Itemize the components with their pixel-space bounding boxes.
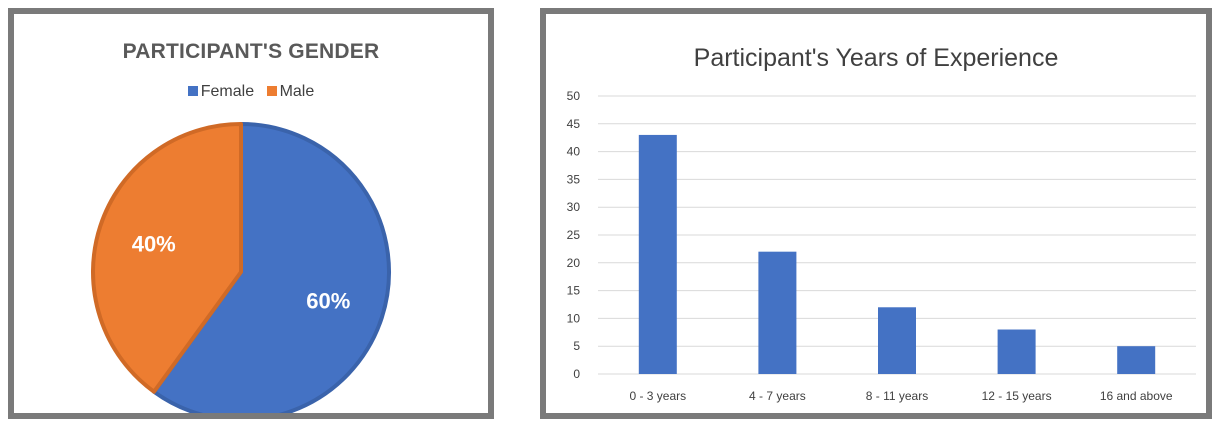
y-tick-label: 5 (573, 339, 580, 353)
legend-swatch-female (187, 86, 198, 96)
pie-plot-area: 60% 40% (91, 122, 391, 413)
x-tick-label: 0 - 3 years (629, 389, 686, 403)
y-tick-label: 35 (567, 172, 581, 186)
bar-1 (638, 134, 677, 374)
bar-5 (1117, 346, 1156, 374)
pie-data-label-female: 60% (306, 288, 350, 313)
y-tick-label: 0 (573, 367, 580, 381)
legend-item-female: Female (187, 83, 255, 101)
bar-plot-area: 0 5 10 15 20 25 30 35 40 45 50 0 - 3 years 4 - 7 yea… (567, 89, 1196, 403)
legend-item-male: Male (266, 83, 315, 101)
pie-slice-male (91, 122, 243, 394)
experience-bar-chart: Participant's Years of Experience 0 5 10 15… (540, 8, 1212, 419)
x-tick-label: 4 - 7 years (749, 389, 806, 403)
legend-label-female: Female (200, 83, 255, 100)
pie-legend: Female Male (14, 83, 488, 101)
bar-4 (997, 329, 1036, 374)
pie-data-label-male: 40% (132, 232, 176, 257)
legend-swatch-male (266, 86, 277, 96)
x-tick-label: 16 and above (1100, 389, 1173, 403)
legend-label-male: Male (279, 83, 315, 100)
bar-3 (878, 307, 916, 374)
y-tick-label: 40 (567, 145, 581, 159)
gender-pie-chart: PARTICIPANT'S GENDER Female Male 60% 40% (8, 8, 494, 419)
y-tick-label: 50 (567, 89, 581, 103)
pie-chart-title: PARTICIPANT'S GENDER (122, 40, 380, 63)
x-tick-label: 8 - 11 years (866, 389, 928, 403)
y-tick-label: 10 (567, 311, 581, 325)
y-tick-label: 15 (567, 284, 581, 298)
pie-slice-female (152, 122, 391, 413)
y-tick-label: 20 (567, 256, 581, 270)
bar-2 (758, 251, 797, 374)
x-tick-label: 12 - 15 years (982, 389, 1052, 403)
y-tick-label: 30 (567, 200, 581, 214)
y-tick-label: 45 (567, 117, 581, 131)
bar-chart-title: Participant's Years of Experience (693, 44, 1059, 72)
y-tick-label: 25 (567, 228, 581, 242)
